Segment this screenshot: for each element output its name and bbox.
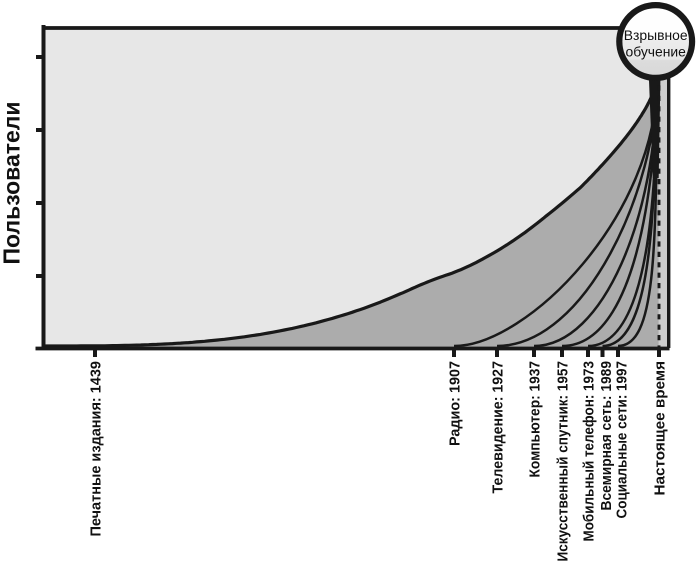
svg-text:обучение: обучение <box>625 44 686 60</box>
svg-text:Мобильный телефон: 1973: Мобильный телефон: 1973 <box>581 361 598 542</box>
svg-text:Взрывное: Взрывное <box>624 27 688 43</box>
svg-text:Телевидение: 1927: Телевидение: 1927 <box>490 361 507 494</box>
svg-text:Радио: 1907: Радио: 1907 <box>447 361 464 446</box>
svg-text:Настоящее время: Настоящее время <box>652 361 669 496</box>
svg-text:Всемирная сеть: 1989: Всемирная сеть: 1989 <box>598 361 615 511</box>
svg-text:Искусственный спутник: 1957: Искусственный спутник: 1957 <box>555 361 572 562</box>
svg-text:Компьютер: 1937: Компьютер: 1937 <box>527 361 544 478</box>
svg-text:Печатные издания: 1439: Печатные издания: 1439 <box>88 361 105 537</box>
svg-text:Социальные сети: 1997: Социальные сети: 1997 <box>614 361 631 519</box>
svg-text:Пользователи: Пользователи <box>0 102 25 265</box>
